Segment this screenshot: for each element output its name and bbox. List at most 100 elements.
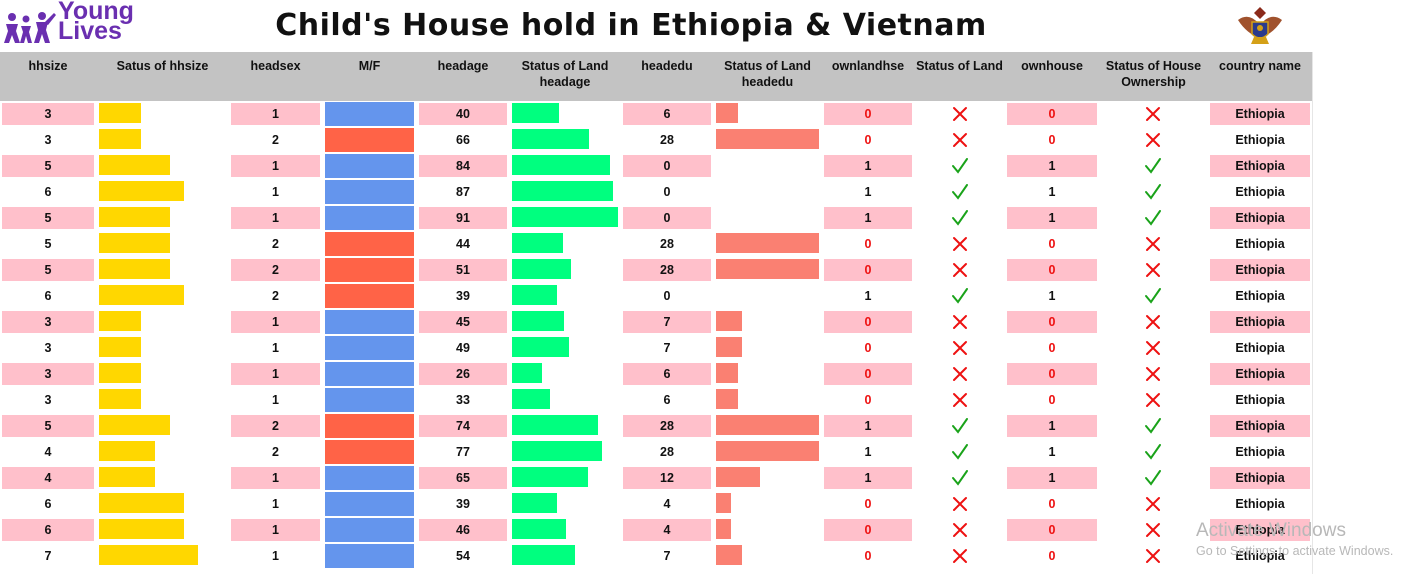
cell-hhsize: 6 — [44, 289, 52, 303]
cross-icon — [1146, 107, 1160, 121]
cell-headsex: 1 — [231, 207, 320, 229]
cell-headage: 66 — [456, 133, 470, 147]
male-indicator — [325, 154, 414, 178]
column-header-ownlandhse: ownlandhse — [831, 59, 905, 73]
headedu-bar — [716, 493, 731, 513]
cell-hhsize: 5 — [2, 259, 94, 281]
cell-headage: 26 — [419, 363, 507, 385]
headage-bar — [512, 415, 598, 435]
cell-headsex: 1 — [231, 311, 320, 333]
cell-hhsize: 6 — [44, 185, 52, 199]
headage-bar — [512, 207, 618, 227]
column-header-headsex: headsex — [250, 59, 301, 73]
male-indicator — [325, 362, 414, 386]
cell-headage: 33 — [456, 393, 470, 407]
headedu-bar — [716, 389, 738, 409]
cell-ownhouse: 1 — [1007, 415, 1097, 437]
table-row: 6 1 39 4 0 0 Ethiopia — [0, 491, 1312, 517]
cell-headedu: 4 — [623, 519, 711, 541]
cell-headsex: 2 — [272, 237, 279, 251]
cell-ownhouse: 0 — [1048, 133, 1056, 147]
cross-icon — [953, 107, 967, 121]
cross-icon — [953, 315, 967, 329]
male-indicator — [325, 544, 414, 568]
cell-headsex: 1 — [272, 185, 279, 199]
male-indicator — [325, 102, 414, 126]
cell-country: Ethiopia — [1210, 311, 1310, 333]
male-indicator — [325, 180, 414, 204]
headage-bar — [512, 259, 571, 279]
cell-headsex: 1 — [231, 103, 320, 125]
headedu-bar — [716, 337, 742, 357]
check-icon — [1145, 210, 1161, 226]
table-row: 3 1 33 6 0 0 Ethiopia — [0, 387, 1312, 413]
cell-headsex: 1 — [272, 549, 279, 563]
female-indicator — [325, 232, 414, 256]
cell-country: Ethiopia — [1235, 393, 1285, 407]
male-indicator — [325, 518, 414, 542]
check-icon — [1145, 288, 1161, 304]
cell-ownhouse: 0 — [1048, 393, 1056, 407]
cell-headsex: 1 — [231, 363, 320, 385]
headedu-bar — [716, 441, 819, 461]
headage-bar — [512, 337, 569, 357]
column-header-headage: headage — [437, 59, 489, 73]
check-icon — [1145, 444, 1161, 460]
cross-icon — [953, 523, 967, 537]
headage-bar — [512, 155, 610, 175]
cell-ownhouse: 0 — [1007, 363, 1097, 385]
cell-ownlandhse: 0 — [864, 393, 872, 407]
check-icon — [952, 288, 968, 304]
cell-headedu-bar — [715, 181, 820, 203]
column-header-headage-bar: Status of Land headage — [521, 59, 609, 89]
logo-text: Young Lives — [58, 0, 134, 44]
top-bar: Young Lives Child's House hold in Ethiop… — [0, 0, 1426, 52]
headedu-bar — [716, 233, 819, 253]
cross-icon — [953, 393, 967, 407]
cell-ownlandhse: 1 — [824, 415, 912, 437]
cell-country: Ethiopia — [1210, 155, 1310, 177]
cell-hhsize: 5 — [44, 237, 52, 251]
cell-ownhouse: 0 — [1007, 103, 1097, 125]
cell-ownhouse: 1 — [1007, 155, 1097, 177]
hhsize-bar — [99, 129, 141, 149]
watermark-subtitle: Go to Settings to activate Windows. — [1196, 544, 1394, 558]
hhsize-bar — [99, 545, 198, 565]
cell-ownlandhse: 1 — [824, 155, 912, 177]
cell-headedu: 28 — [623, 415, 711, 437]
cell-headsex: 1 — [231, 155, 320, 177]
cell-headedu: 0 — [663, 289, 671, 303]
cell-headage: 46 — [419, 519, 507, 541]
cell-headage: 40 — [419, 103, 507, 125]
cell-hhsize: 5 — [2, 207, 94, 229]
hhsize-bar — [99, 337, 141, 357]
cell-hhsize: 5 — [2, 155, 94, 177]
headedu-bar — [716, 415, 819, 435]
cell-country: Ethiopia — [1235, 549, 1285, 563]
cell-ownlandhse: 0 — [824, 363, 912, 385]
hhsize-bar — [99, 259, 170, 279]
table-row: 5 1 91 0 1 1 Ethiopia — [0, 205, 1312, 231]
check-icon — [952, 158, 968, 174]
cell-headedu: 28 — [660, 237, 674, 251]
cross-icon — [1146, 549, 1160, 563]
hhsize-bar — [99, 181, 184, 201]
cell-ownlandhse: 0 — [824, 311, 912, 333]
cell-hhsize: 7 — [44, 549, 52, 563]
cell-headage: 91 — [419, 207, 507, 229]
cell-hhsize: 3 — [2, 363, 94, 385]
cell-headedu: 28 — [660, 133, 674, 147]
column-header-country: country name — [1219, 59, 1301, 73]
headedu-bar — [716, 363, 738, 383]
cross-icon — [1146, 133, 1160, 147]
cell-ownhouse: 0 — [1048, 237, 1056, 251]
headage-bar — [512, 363, 542, 383]
column-header-hhsize: hhsize — [28, 59, 68, 73]
headage-bar — [512, 129, 589, 149]
cell-headage: 39 — [456, 497, 470, 511]
headage-bar — [512, 285, 557, 305]
female-indicator — [325, 440, 414, 464]
cell-hhsize: 6 — [44, 497, 52, 511]
cell-country: Ethiopia — [1235, 185, 1285, 199]
cell-headage: 49 — [456, 341, 470, 355]
